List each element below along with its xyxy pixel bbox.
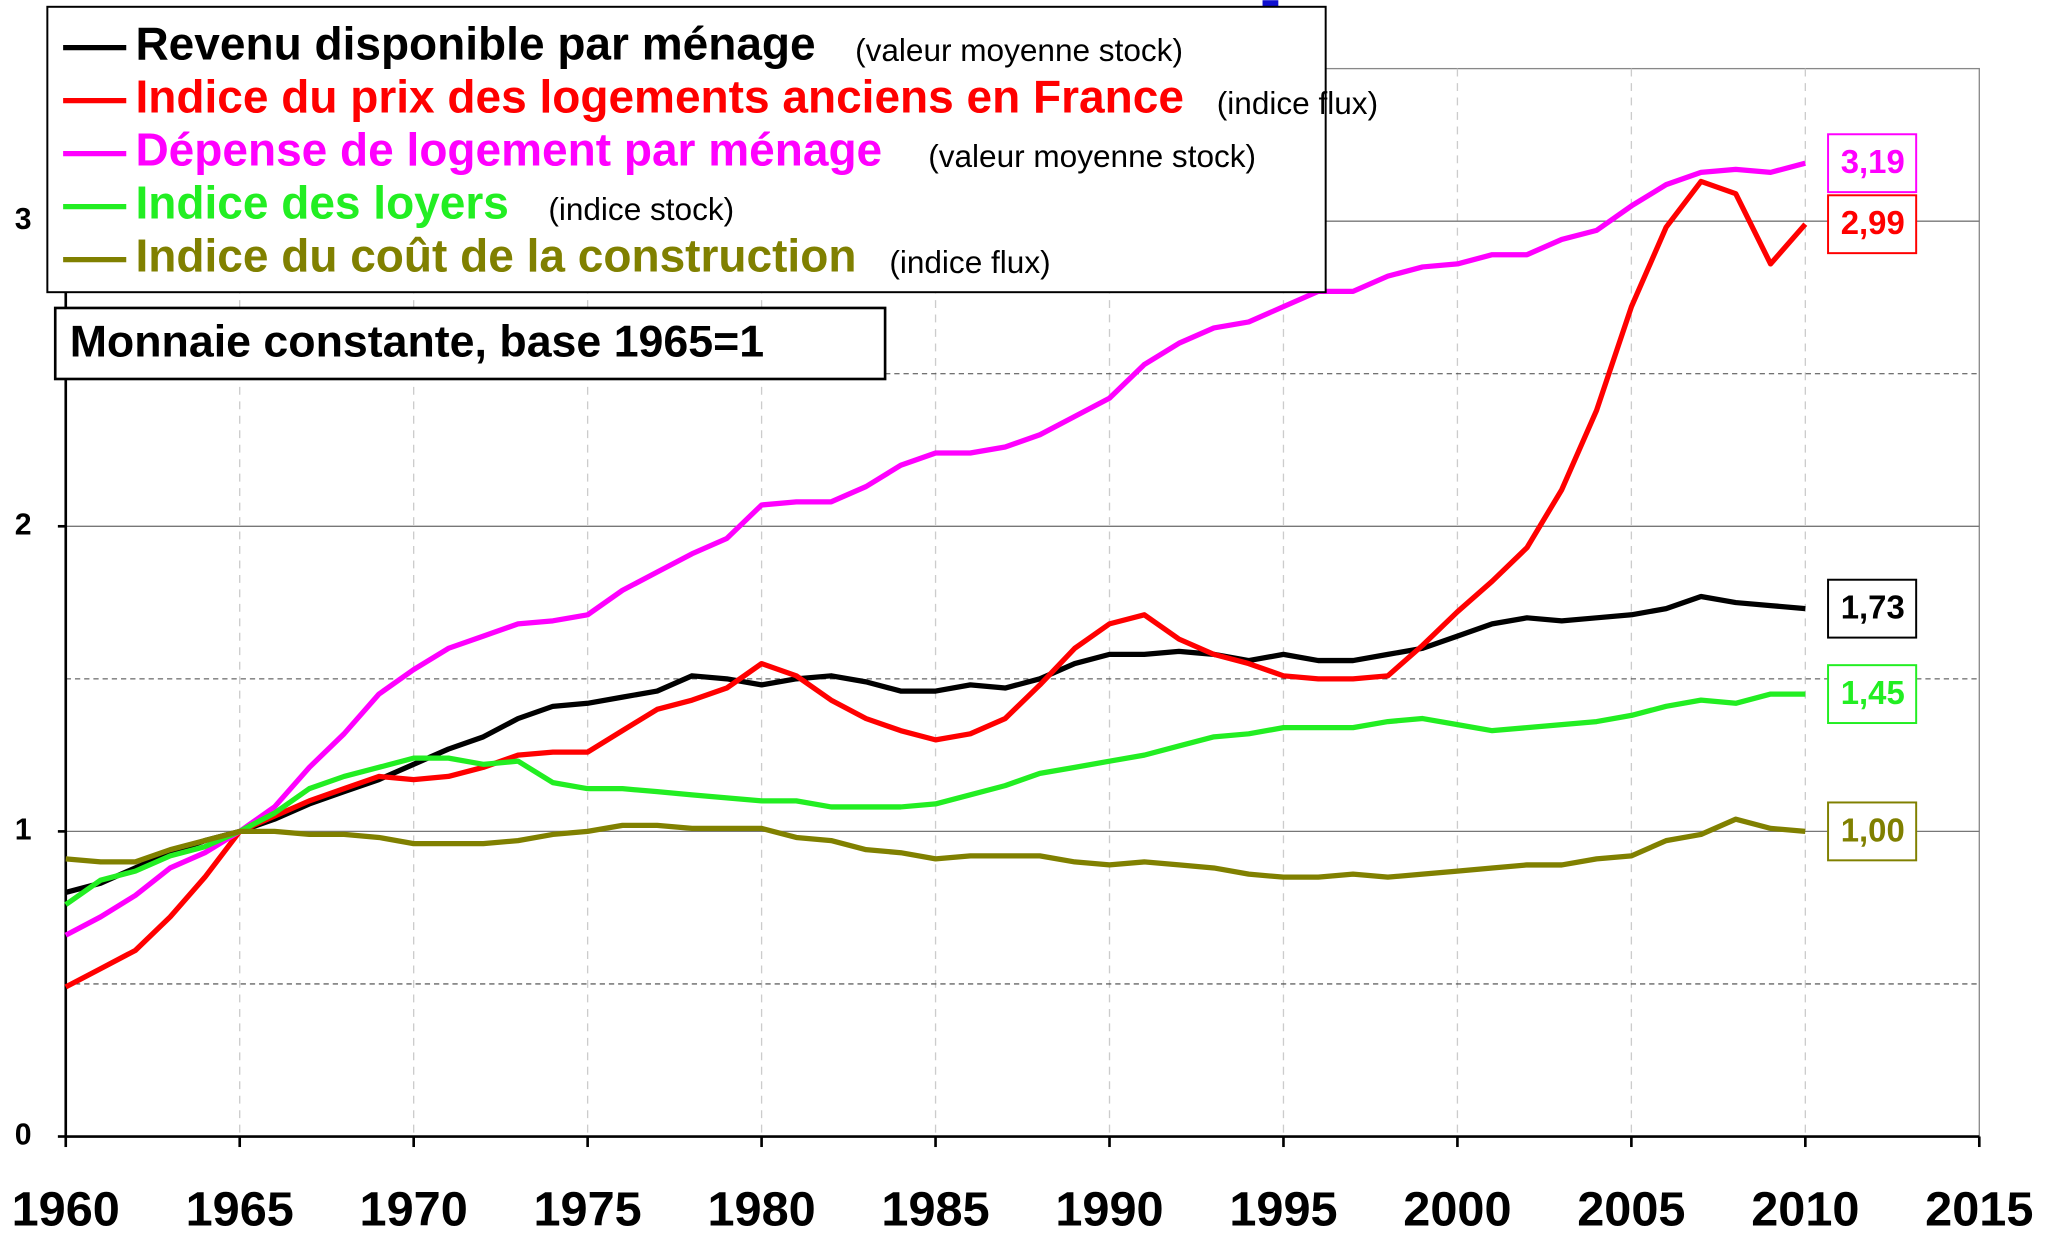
end-label-box xyxy=(1827,801,1918,862)
legend-note: (indice flux) xyxy=(1217,85,1378,121)
series-line xyxy=(65,593,1806,895)
x-tick-label: 1975 xyxy=(534,1183,642,1237)
end-label-box xyxy=(1827,578,1918,639)
end-label: 3,19 xyxy=(1841,143,1905,180)
y-tick-label: 3 xyxy=(15,203,32,236)
subtitle: Monnaie constante, base 1965=1 xyxy=(70,318,764,367)
end-label-box xyxy=(1827,664,1918,725)
legend-note: (indice flux) xyxy=(889,244,1050,280)
x-tick-label: 1970 xyxy=(360,1183,468,1237)
series-line xyxy=(64,160,1806,938)
x-tick-label: 1965 xyxy=(186,1183,294,1237)
end-label-box xyxy=(1827,133,1918,194)
legend-label: Indice des loyers xyxy=(135,177,508,229)
x-tick-label: 1980 xyxy=(707,1183,815,1237)
legend-note: (valeur moyenne stock) xyxy=(855,32,1183,68)
legend-label: Dépense de logement par ménage xyxy=(135,124,882,176)
series-line xyxy=(64,691,1806,907)
end-label-box xyxy=(1827,194,1918,255)
end-label: 1,45 xyxy=(1841,674,1905,711)
y-tick-label: 2 xyxy=(15,508,32,541)
series-line xyxy=(65,816,1806,880)
legend-note: (indice stock) xyxy=(548,191,734,227)
legend-label: Indice du coût de la construction xyxy=(135,230,856,282)
subtitle-box xyxy=(53,306,887,381)
y-tick-label: 1 xyxy=(15,813,32,846)
x-tick-label: 1985 xyxy=(881,1183,989,1237)
series-line xyxy=(64,178,1808,990)
legend-box xyxy=(46,5,1327,294)
legend-label: Revenu disponible par ménage xyxy=(135,18,815,70)
x-tick-label: 1960 xyxy=(12,1183,120,1237)
x-tick-label: 1990 xyxy=(1055,1183,1163,1237)
x-tick-label: 2000 xyxy=(1403,1183,1511,1237)
legend-label: Indice du prix des logements anciens en … xyxy=(135,71,1183,123)
legend-note: (valeur moyenne stock) xyxy=(928,138,1256,174)
end-label: 2,99 xyxy=(1841,204,1905,241)
x-tick-label: 2005 xyxy=(1577,1183,1685,1237)
x-tick-label: 1995 xyxy=(1229,1183,1337,1237)
x-tick-label: 2010 xyxy=(1751,1183,1859,1237)
y-tick-label: 0 xyxy=(15,1118,32,1151)
end-label: 1,73 xyxy=(1841,589,1905,626)
x-tick-label: 2015 xyxy=(1925,1183,2033,1237)
end-label: 1,00 xyxy=(1841,811,1905,848)
